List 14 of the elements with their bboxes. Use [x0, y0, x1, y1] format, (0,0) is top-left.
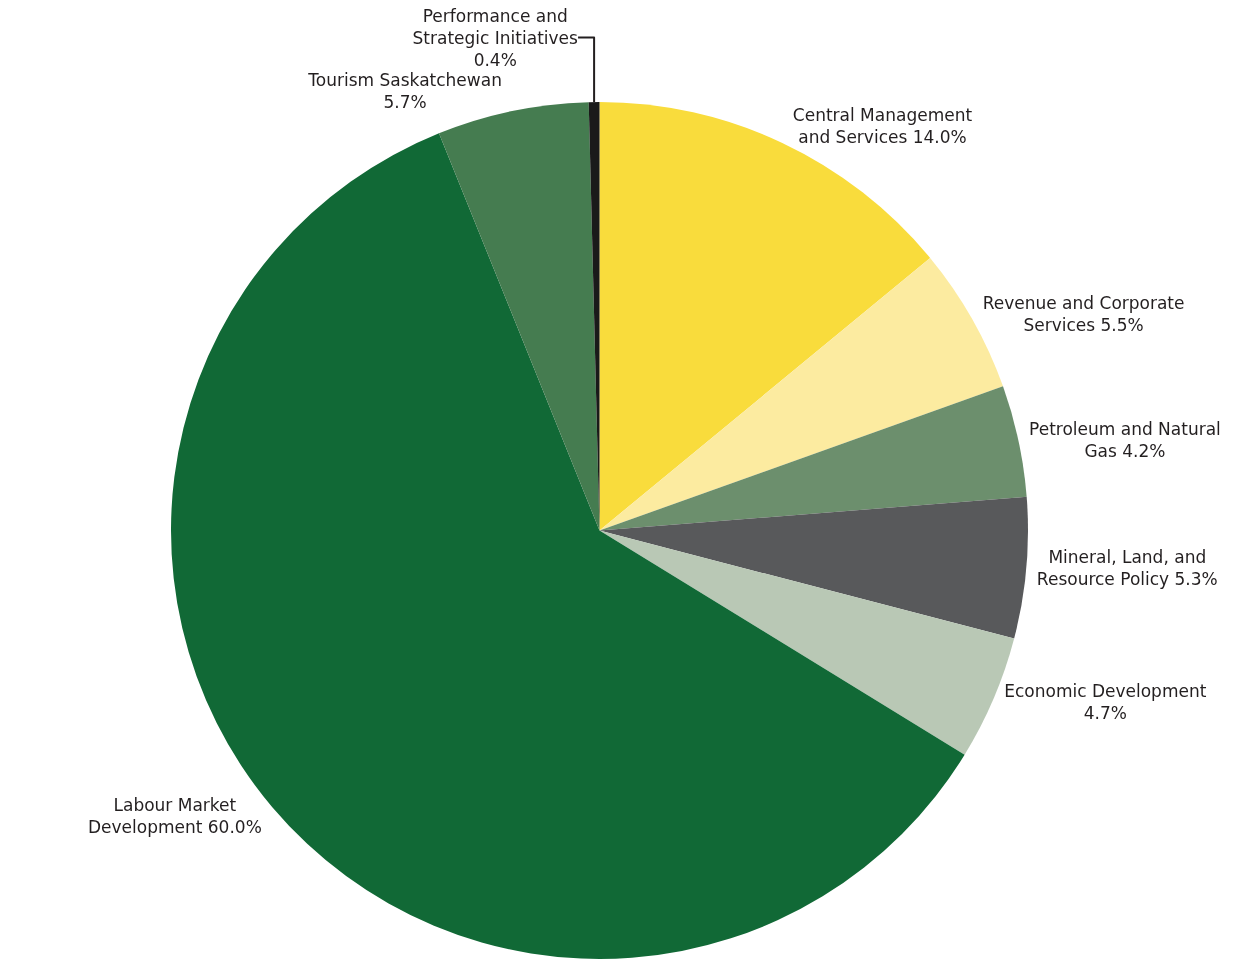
slice-label: Labour Market Development 60.0% — [87, 794, 262, 838]
pie-slice — [599, 496, 1028, 639]
slice-label: Revenue and Corporate Services 5.5% — [982, 292, 1185, 335]
slice-label: Performance and Strategic Initiatives — [412, 5, 579, 48]
slice-label: Petroleum and Natural Gas 4.2% — [1029, 418, 1221, 461]
slice-label: Tourism Saskatchewan — [307, 69, 502, 90]
data-label: 4.7% — [1083, 702, 1127, 723]
slice-label: Economic Development — [1004, 680, 1207, 701]
pie-slice — [599, 386, 1027, 531]
data-label: 5.7% — [383, 91, 427, 112]
pie-slice — [438, 102, 600, 531]
data-label: 0.4% — [473, 49, 517, 70]
slice-label: Mineral, Land, and Resource Policy 5.3% — [1036, 547, 1218, 590]
slice-label: Central Management and Services 14.0% — [792, 104, 973, 147]
